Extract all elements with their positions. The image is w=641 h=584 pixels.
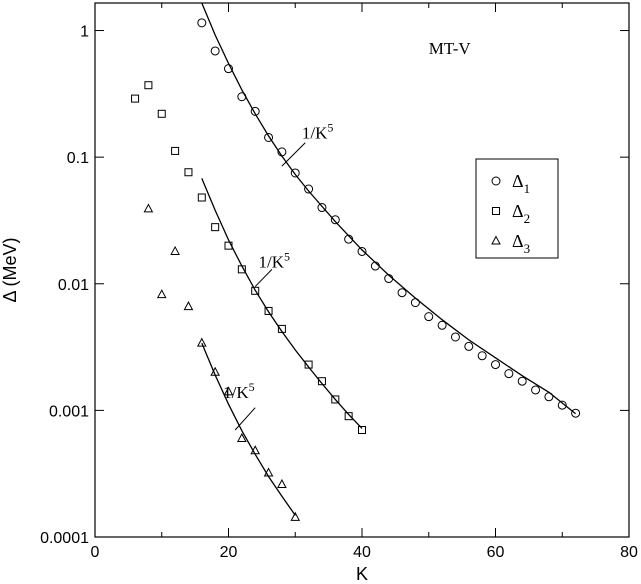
series-1-point-5 [264, 132, 274, 142]
series-2-point-16 [358, 425, 366, 434]
series-1-point-13 [370, 261, 380, 271]
annotation-3: 1/K5 [223, 380, 255, 402]
annotation-1: 1/K5 [302, 121, 334, 143]
y-axis-title: Δ (MeV) [0, 237, 20, 302]
series-3-point-3 [183, 301, 194, 311]
x-tick-label-4: 80 [620, 544, 638, 561]
series-1-point-9 [317, 203, 327, 213]
series-2-point-5 [197, 193, 206, 202]
series-1-point-26 [544, 392, 554, 402]
series-1-point-18 [437, 320, 447, 330]
fit-line-3 [201, 342, 296, 516]
legend-label-1: Δ1 [512, 171, 530, 196]
series-2-point-13 [317, 377, 326, 386]
series-1-point-4 [250, 106, 260, 116]
series-1-point-20 [464, 341, 474, 351]
annotations: MT-V 1/K5 1/K5 1/K5 [223, 39, 472, 431]
tick-labels: 0 20 40 60 80 1 0.1 0.01 0.001 0.0001 [40, 24, 638, 561]
x-axis-title: K [356, 564, 368, 584]
series-1-point-8 [304, 184, 314, 194]
series-1-point-17 [424, 312, 434, 322]
series-2-point-6 [211, 223, 220, 232]
fit-line-1 [201, 2, 577, 415]
series-3-point-4 [196, 337, 207, 347]
series-2-point-1 [144, 81, 153, 90]
y-tick-label-1: 0.1 [67, 150, 89, 167]
series-2-point-9 [251, 286, 260, 295]
series-1-point-23 [504, 369, 514, 379]
series-1-point-6 [277, 147, 287, 157]
x-tick-label-2: 40 [353, 544, 371, 561]
series-2-point-7 [224, 241, 233, 250]
series-3-point-2 [170, 245, 180, 255]
series-2-point-14 [331, 395, 340, 404]
legend: Δ1 Δ2 Δ3 [475, 158, 559, 259]
series-1-point-10 [330, 215, 340, 225]
series-2-point-3 [171, 146, 180, 155]
axis-ticks [94, 3, 630, 538]
series-3-point-8 [250, 445, 261, 455]
y-tick-label-3: 0.001 [49, 403, 89, 420]
annotation-leader-2 [254, 268, 273, 287]
series-3-point-0 [143, 203, 154, 213]
annotation-leader-3 [234, 407, 256, 431]
series-1-point-0 [197, 18, 207, 28]
legend-items: Δ1 Δ2 Δ3 [491, 171, 530, 256]
annotation-2: 1/K5 [259, 249, 291, 271]
series-3-point-1 [156, 289, 167, 299]
series-2-point-8 [237, 265, 246, 274]
series-1-point-7 [290, 168, 300, 178]
series-1-point-3 [237, 92, 247, 102]
y-tick-label-4: 0.0001 [40, 530, 89, 547]
series-3-point-5 [210, 366, 220, 376]
series-3-point-7 [237, 432, 247, 442]
series-1-point-19 [450, 332, 460, 342]
plot-frame [94, 2, 630, 538]
fit-line-2 [201, 178, 363, 429]
series-2-point-12 [304, 360, 313, 369]
series-1-point-22 [491, 360, 500, 370]
series-1-point-16 [410, 298, 420, 308]
series-1-point-24 [517, 376, 527, 386]
annotation-0: MT-V [429, 39, 472, 58]
series-1-point-14 [384, 274, 394, 284]
legend-marker-2 [492, 207, 500, 215]
legend-label-2: Δ2 [512, 201, 530, 226]
series-3-point-6 [223, 386, 234, 396]
series-2-point-2 [157, 109, 166, 118]
series-1-point-15 [397, 288, 407, 298]
series-2-point-15 [344, 412, 353, 421]
y-tick-label-0: 1 [80, 24, 89, 41]
x-tick-label-1: 20 [220, 544, 238, 561]
series-1-point-2 [224, 64, 233, 74]
series-1-point-11 [344, 234, 354, 244]
series-1-point-25 [531, 385, 541, 395]
series-1-point-1 [210, 46, 220, 56]
series-2-point-11 [277, 324, 286, 333]
legend-marker-3 [491, 235, 501, 245]
series-3-point-10 [277, 478, 287, 488]
series-3-point-11 [290, 511, 301, 521]
series-1-point-28 [571, 408, 581, 418]
x-tick-label-0: 0 [91, 544, 100, 561]
legend-marker-1 [491, 176, 501, 186]
legend-box [475, 158, 559, 259]
fit-lines [201, 2, 577, 516]
series-2-point-4 [184, 168, 193, 177]
series-3-point-9 [263, 467, 274, 477]
series-2-point-0 [131, 94, 140, 103]
legend-label-3: Δ3 [512, 231, 530, 256]
x-tick-label-3: 60 [487, 544, 505, 561]
series-1-point-21 [477, 351, 487, 361]
y-tick-label-2: 0.01 [58, 277, 89, 294]
series-1-point-12 [357, 246, 367, 256]
series-2-point-10 [264, 306, 273, 315]
series-1-point-27 [557, 400, 567, 410]
annotation-leader-1 [281, 142, 306, 167]
markers [131, 18, 581, 521]
